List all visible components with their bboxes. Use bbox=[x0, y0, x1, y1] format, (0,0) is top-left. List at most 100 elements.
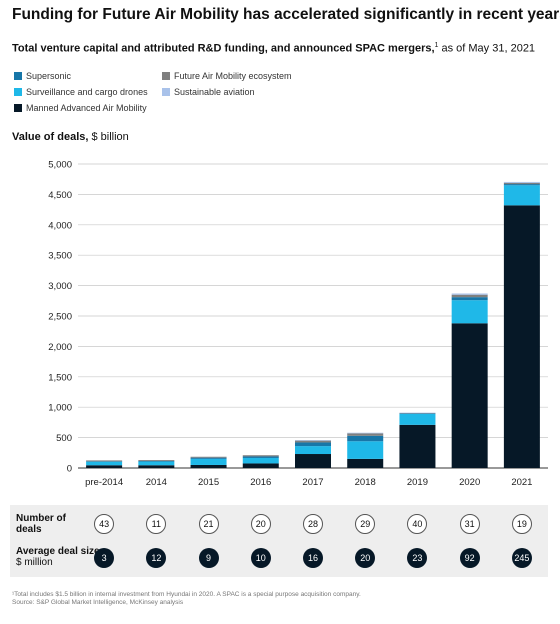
legend-item-drones: Surveillance and cargo drones bbox=[14, 87, 148, 97]
bar-segment bbox=[399, 413, 436, 425]
bar-segment bbox=[451, 323, 488, 468]
legend-swatch bbox=[14, 72, 22, 80]
legend-label: Future Air Mobility ecosystem bbox=[174, 71, 292, 81]
bar-segment bbox=[399, 412, 436, 414]
deal-count-circle: 28 bbox=[303, 514, 323, 534]
x-tick-label: 2020 bbox=[459, 477, 480, 488]
deal-count-circle: 21 bbox=[198, 514, 219, 534]
x-tick-label: 2015 bbox=[198, 477, 219, 488]
legend-item-supersonic: Supersonic bbox=[14, 71, 71, 81]
bar-segment bbox=[347, 432, 384, 434]
bar-segment bbox=[399, 424, 436, 468]
avg-deal-size-circle: 12 bbox=[146, 548, 167, 568]
bar-segment bbox=[138, 461, 175, 462]
bar-segment bbox=[190, 457, 227, 459]
bar-segment bbox=[86, 460, 123, 462]
legend-item-sustainable: Sustainable aviation bbox=[162, 87, 255, 97]
deal-count-circle: 11 bbox=[146, 514, 167, 534]
bar-segment bbox=[451, 297, 488, 301]
avg-deal-size-circle: 3 bbox=[94, 548, 115, 568]
y-tick-label: 500 bbox=[56, 433, 72, 444]
legend-swatch bbox=[162, 88, 170, 96]
legend-label: Surveillance and cargo drones bbox=[26, 87, 148, 97]
number-of-deals-label: Number of deals bbox=[16, 513, 66, 535]
bar-segment bbox=[347, 458, 384, 468]
bar-segment bbox=[399, 412, 436, 414]
bar-segment bbox=[295, 442, 331, 447]
value-axis-title-main: Value of deals, bbox=[12, 131, 89, 143]
average-deal-size-label: Average deal size, $ million bbox=[16, 546, 103, 568]
y-tick-label: 4,500 bbox=[48, 190, 72, 201]
bar-segment bbox=[138, 460, 175, 462]
legend-item-manned: Manned Advanced Air Mobility bbox=[14, 103, 147, 113]
bar-segment bbox=[190, 464, 227, 468]
legend-swatch bbox=[14, 88, 22, 96]
deal-count-circle: 20 bbox=[250, 514, 271, 534]
bar-segment bbox=[86, 461, 123, 466]
avg-deal-size-circle: 16 bbox=[303, 548, 323, 568]
subtitle-date: as of May 31, 2021 bbox=[438, 42, 536, 55]
y-tick-label: 2,000 bbox=[48, 342, 72, 353]
legend-item-ecosystem: Future Air Mobility ecosystem bbox=[162, 71, 292, 81]
chart-title: Funding for Future Air Mobility has acce… bbox=[12, 6, 560, 23]
x-tick-label: 2019 bbox=[407, 477, 428, 488]
avg-deal-size-circle: 23 bbox=[407, 548, 428, 568]
bar-segment bbox=[190, 456, 227, 458]
bar-segment bbox=[347, 435, 384, 442]
subtitle-footnote-marker: 1 bbox=[434, 42, 439, 49]
bar-segment bbox=[242, 463, 279, 468]
bar-segment bbox=[503, 205, 540, 468]
deal-count-circle: 19 bbox=[511, 514, 532, 534]
bar-segment bbox=[451, 300, 488, 324]
source-note: Source: S&P Global Market Intelligence, … bbox=[12, 599, 184, 606]
legend-label: Sustainable aviation bbox=[174, 87, 255, 97]
bar-segment bbox=[503, 182, 540, 185]
y-tick-label: 0 bbox=[67, 464, 72, 475]
y-tick-label: 5,000 bbox=[48, 160, 72, 171]
deal-count-circle: 31 bbox=[459, 514, 480, 534]
x-tick-label: 2021 bbox=[511, 477, 532, 488]
bar-segment bbox=[347, 441, 384, 459]
x-tick-label: 2018 bbox=[355, 477, 376, 488]
x-tick-label: 2017 bbox=[302, 477, 323, 488]
bar-segment bbox=[295, 454, 331, 468]
footnotes: ¹Total includes $1.5 billion in internal… bbox=[12, 591, 361, 607]
deal-count-circle: 43 bbox=[94, 514, 115, 534]
bar-segment bbox=[138, 465, 175, 468]
legend-label: Supersonic bbox=[26, 71, 72, 81]
bar-segment bbox=[503, 181, 540, 183]
value-axis-unit: $ billion bbox=[88, 131, 129, 143]
y-tick-label: 2,500 bbox=[48, 312, 72, 323]
y-tick-label: 1,500 bbox=[48, 372, 72, 383]
chart-subtitle: Total venture capital and attributed R&D… bbox=[12, 42, 535, 55]
avg-deal-size-circle: 20 bbox=[355, 548, 376, 568]
avg-deal-size-circle: 9 bbox=[198, 548, 219, 568]
bar-segment bbox=[86, 461, 123, 462]
bar-segment bbox=[295, 446, 331, 455]
avg-deal-size-circle: 92 bbox=[459, 548, 480, 568]
y-tick-label: 1,000 bbox=[48, 403, 72, 414]
x-tick-label: 2014 bbox=[146, 477, 167, 488]
bar-segment bbox=[242, 457, 279, 464]
subtitle-main: Total venture capital and attributed R&D… bbox=[12, 42, 435, 55]
bar-segment bbox=[503, 185, 540, 206]
bar-segment bbox=[503, 184, 540, 186]
bar-segment bbox=[451, 293, 488, 295]
y-tick-label: 4,000 bbox=[48, 220, 72, 231]
footnote: ¹Total includes $1.5 billion in internal… bbox=[12, 591, 361, 598]
y-tick-label: 3,500 bbox=[48, 251, 72, 262]
bar-segment bbox=[86, 465, 123, 468]
legend-swatch bbox=[162, 72, 170, 80]
value-axis-title: Value of deals, $ billion bbox=[12, 131, 129, 143]
deal-count-circle: 29 bbox=[355, 514, 376, 534]
bar-segment bbox=[347, 433, 384, 436]
bar-segment bbox=[295, 440, 331, 443]
bar-segment bbox=[451, 294, 488, 298]
bar-segment bbox=[190, 458, 227, 465]
bar-segment bbox=[138, 461, 175, 466]
x-tick-label: 2016 bbox=[250, 477, 271, 488]
bar-segment bbox=[242, 456, 279, 458]
bar-segment bbox=[399, 413, 436, 414]
avg-deal-size-circle: 245 bbox=[511, 548, 532, 568]
x-tick-label: pre-2014 bbox=[85, 477, 123, 488]
